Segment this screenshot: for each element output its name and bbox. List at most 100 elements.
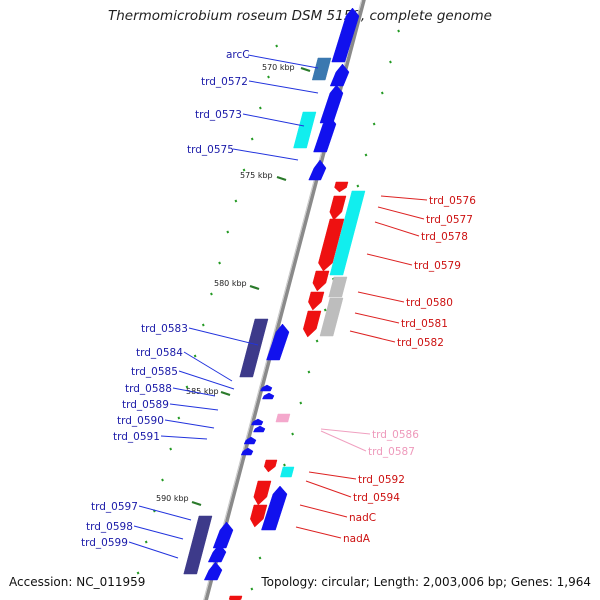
gene-blue [243,436,257,445]
gene-label-left: trd_0572 [201,76,248,88]
track-tick [250,137,254,141]
track-tick [372,122,376,126]
track-tick [144,540,148,544]
gene-leader-line [380,195,428,201]
track-tick [234,199,238,203]
track-tick [267,75,270,79]
gene-navy [239,318,269,378]
gene-blue [240,447,254,456]
track-tick [193,354,197,358]
gene-blue [251,418,264,426]
gene-leader-line [320,428,371,435]
gene-blue [319,84,344,124]
genome-summary-text: Topology: circular; Length: 2,003,006 bp… [261,575,591,589]
gene-label-left: trd_0583 [141,323,188,335]
track-tick [291,432,295,436]
track-tick [177,416,181,420]
gene-cyan [329,190,366,276]
track-tick [397,29,401,33]
gene-label-right: trd_0587 [368,446,415,458]
gene-leader-line [164,419,215,429]
scale-tick [276,175,287,182]
gene-label-left: trd_0585 [131,366,178,378]
gene-leader-line [133,525,184,540]
track-tick [226,230,230,234]
scale-tick [249,284,260,291]
gene-leader-line [299,504,348,518]
scale-label: 585 kbp [186,387,219,396]
gene-label-right: trd_0586 [372,429,419,441]
gene-label-left: trd_0599 [81,537,128,549]
gene-leader-line [242,113,305,127]
gene-leader-line [377,206,425,220]
scale-label: 570 kbp [262,63,295,72]
track-tick [242,168,246,172]
scale-tick [191,500,202,507]
track-tick [323,308,327,312]
gene-red [318,218,345,272]
gene-blue [331,7,360,63]
gene-label-right: trd_0594 [353,492,400,504]
track-tick [201,323,205,327]
gene-label-left: trd_0573 [195,109,242,121]
gene-label-left: trd_0597 [91,501,138,513]
genome-title: Thermomicrobium roseum DSM 5159, complet… [107,8,492,24]
gene-leader-line [232,148,299,161]
gene-blue [261,485,288,531]
gene-label-left: arcC [226,49,250,61]
gene-leader-line [183,351,233,382]
gene-label-left: trd_0598 [86,521,133,533]
gene-leader-line [374,221,420,237]
gene-label-right: trd_0581 [401,318,448,330]
track-tick [307,370,311,374]
scale-label: 590 kbp [156,494,189,503]
track-tick [258,556,262,560]
gene-label-left: trd_0575 [187,144,234,156]
gene-blue [203,561,223,581]
track-tick [275,44,279,48]
gene-red [253,480,272,506]
gene-red [308,291,325,311]
gene-leader-line [349,330,396,343]
gene-label-left: trd_0588 [125,383,172,395]
gene-label-left: trd_0591 [113,431,160,443]
gene-gray [328,276,348,298]
gene-leader-line [248,80,319,94]
gene-red [329,195,347,221]
gene-leader-line [160,435,208,440]
gene-red [334,181,349,193]
track-tick [315,339,319,343]
gene-blue [253,425,266,433]
track-tick [185,385,189,389]
accession-text: Accession: NC_011959 [9,575,146,589]
gene-leader-line [188,327,259,346]
gene-navy [183,515,213,575]
gene-label-right: nadC [349,512,376,524]
track-tick [364,153,368,157]
track-tick [218,261,221,265]
track-tick [380,91,384,95]
gene-label-right: trd_0580 [406,297,453,309]
gene-leader-line [169,403,219,411]
gene-leader-line [308,471,357,480]
gene-label-left: trd_0590 [117,415,164,427]
track-tick [356,184,360,188]
gene-leader-line [366,253,413,266]
gene-label-right: trd_0579 [414,260,461,272]
gene-blue [329,63,350,87]
scale-tick [220,390,231,397]
gene-red [250,504,268,528]
scale-label: 580 kbp [214,279,247,288]
gene-leader-line [295,526,342,539]
scale-label: 575 kbp [240,171,273,180]
gene-red [302,310,322,338]
gene-label-right: trd_0578 [421,231,468,243]
gene-blue [262,392,275,400]
gene-steel [311,57,332,81]
gene-leader-line [320,430,367,452]
gene-gray [319,297,344,337]
track-tick [210,292,213,296]
gene-cyan [293,111,317,149]
